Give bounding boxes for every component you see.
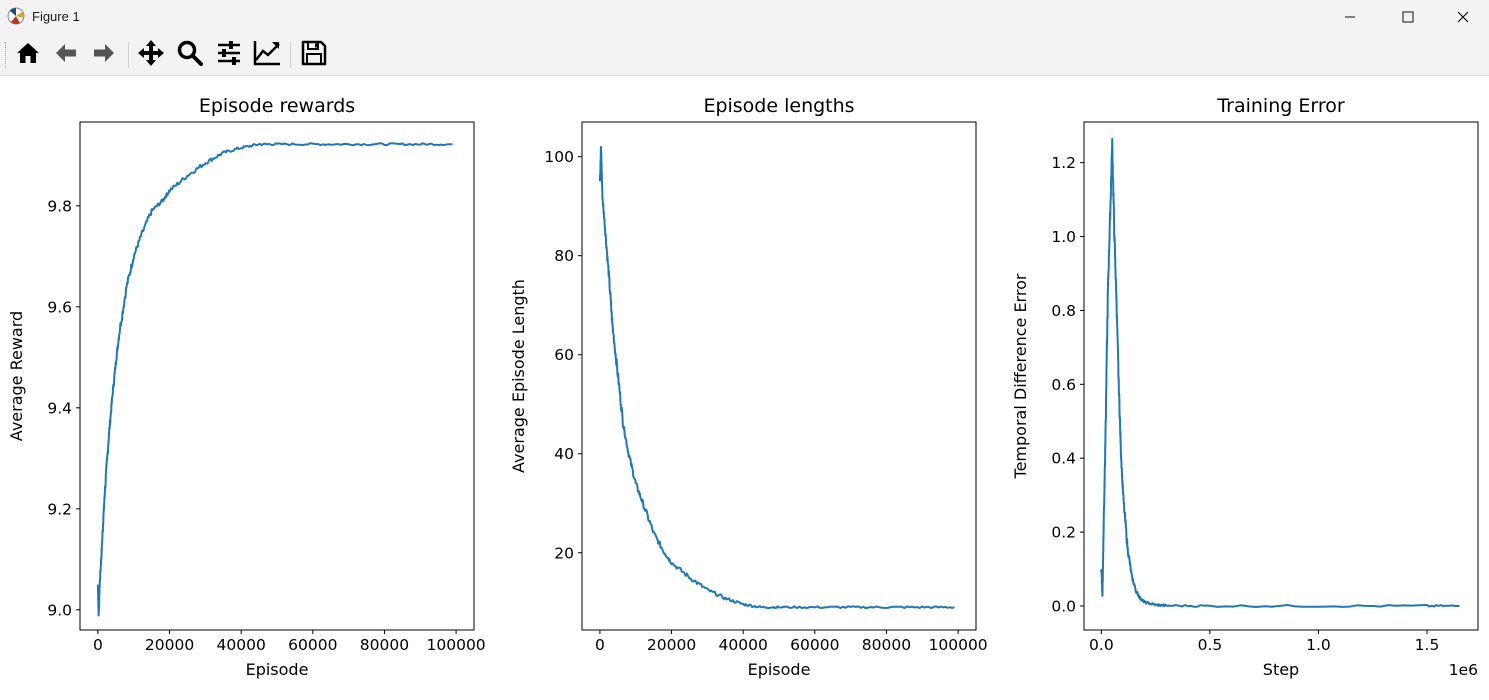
axes-frame	[1083, 121, 1479, 631]
x-tick-label: 1.5	[1415, 636, 1440, 654]
y-tick-label: 40	[554, 445, 574, 463]
x-tick-label: 60000	[790, 636, 839, 654]
x-axis-label: Episode	[246, 660, 309, 679]
subplots-config-button[interactable]	[213, 39, 245, 71]
zoom-icon	[176, 39, 204, 71]
x-tick-label: 100000	[929, 636, 988, 654]
x-tick-label: 100000	[427, 636, 486, 654]
maximize-button[interactable]	[1379, 0, 1437, 34]
home-icon	[15, 40, 41, 70]
y-tick-label: 100	[544, 148, 574, 166]
axes-frame	[79, 121, 475, 631]
back-button[interactable]	[50, 39, 82, 71]
subplot-2[interactable]: 0 20000 40000 60000 80000 100000 20 40 60 80 100 Ep…	[509, 95, 988, 679]
x-tick-label: 0	[93, 636, 103, 654]
x-tick-label: 60000	[288, 636, 337, 654]
y-tick-label: 9.2	[47, 500, 72, 518]
x-axis-label: Step	[1263, 660, 1299, 679]
pan-button[interactable]	[135, 39, 167, 71]
x-tick-label: 20000	[145, 636, 194, 654]
series-line-1-1	[96, 142, 453, 617]
x-tick-label: 0.0	[1089, 636, 1114, 654]
y-tick-label: 0.6	[1051, 376, 1076, 394]
edit-axis-button[interactable]	[251, 39, 283, 71]
x-tick-label: 80000	[862, 636, 911, 654]
x-tick-label: 1.0	[1306, 636, 1331, 654]
y-tick-label: 9.0	[47, 601, 72, 619]
y-tick-label: 20	[554, 544, 574, 562]
y-tick-label: 1.0	[1051, 228, 1076, 246]
y-tick-label: 9.8	[47, 197, 72, 215]
axes-frame	[581, 121, 977, 631]
y-axis-label: Temporal Difference Error	[1011, 273, 1030, 479]
toolbar-separator	[128, 42, 129, 68]
forward-arrow-icon	[91, 40, 117, 70]
navigation-toolbar	[0, 34, 1489, 76]
subplot-title: Episode rewards	[199, 95, 355, 117]
home-button[interactable]	[12, 39, 44, 71]
x-tick-label: 80000	[360, 636, 409, 654]
close-icon	[1457, 8, 1469, 27]
edit-axis-icon	[252, 39, 282, 71]
y-tick-label: 0.8	[1051, 302, 1076, 320]
subplot-3[interactable]: 0.0 0.5 1.0 1.5 0.0 0.2 0.4 0.6 0.8 1.0 1.2 Trainin…	[1011, 95, 1479, 679]
x-tick-label: 0	[595, 636, 605, 654]
minimize-icon	[1344, 8, 1356, 27]
series-line-3-1	[1100, 137, 1460, 608]
save-button[interactable]	[298, 39, 330, 71]
series-line-2-1	[598, 145, 955, 610]
subplot-title: Training Error	[1216, 95, 1345, 117]
matplotlib-icon	[7, 7, 25, 25]
x-tick-label: 40000	[719, 636, 768, 654]
x-tick-label: 0.5	[1198, 636, 1223, 654]
x-tick-label: 40000	[217, 636, 266, 654]
save-icon	[301, 40, 327, 70]
toolbar-grip[interactable]	[5, 42, 8, 68]
close-button[interactable]	[1437, 0, 1489, 34]
y-tick-label: 0.2	[1051, 524, 1076, 542]
window-title: Figure 1	[32, 9, 80, 24]
figure-canvas[interactable]: 0 20000 40000 60000 80000 100000 9.0 9.2 9.4 9.6 9…	[0, 77, 1489, 700]
forward-button[interactable]	[88, 39, 120, 71]
back-arrow-icon	[53, 40, 79, 70]
subplot-title: Episode lengths	[703, 95, 854, 117]
minimize-button[interactable]	[1321, 0, 1379, 34]
y-tick-label: 60	[554, 346, 574, 364]
pan-icon	[137, 39, 165, 71]
x-axis-label: Episode	[748, 660, 811, 679]
subplots-config-icon	[215, 39, 243, 71]
toolbar-separator	[290, 42, 291, 68]
window-titlebar: Figure 1	[0, 0, 1489, 34]
y-tick-label: 9.6	[47, 298, 72, 316]
x-tick-label: 20000	[647, 636, 696, 654]
y-axis-label: Average Reward	[7, 311, 26, 441]
maximize-icon	[1402, 8, 1414, 27]
zoom-button[interactable]	[174, 39, 206, 71]
y-tick-label: 80	[554, 247, 574, 265]
y-tick-label: 0.0	[1051, 597, 1076, 615]
y-axis-label: Average Episode Length	[509, 279, 528, 473]
y-tick-label: 0.4	[1051, 450, 1076, 468]
y-tick-label: 1.2	[1051, 154, 1076, 172]
y-tick-label: 9.4	[47, 399, 72, 417]
x-offset-label: 1e6	[1449, 661, 1478, 679]
subplot-1[interactable]: 0 20000 40000 60000 80000 100000 9.0 9.2 9.4 9.6 9…	[7, 95, 486, 679]
